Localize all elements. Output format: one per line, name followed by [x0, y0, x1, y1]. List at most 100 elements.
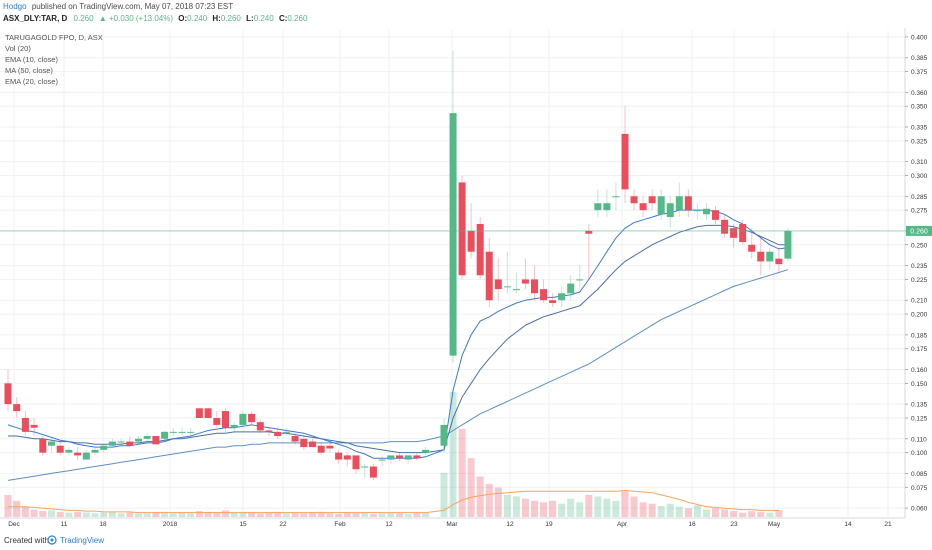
volume-bar — [512, 496, 520, 517]
x-tick-label: 2018 — [163, 521, 178, 528]
y-tick-label: 0.085 — [911, 471, 928, 478]
candle — [178, 427, 186, 437]
volume-bar — [458, 428, 466, 517]
candle — [712, 205, 719, 224]
change-value: +0.030 (+13.04%) — [109, 14, 173, 23]
volume-bar — [369, 514, 377, 517]
y-tick-label: 0.250 — [911, 242, 928, 249]
legend-ema10: EMA (10, close) — [5, 55, 58, 64]
candle — [309, 438, 316, 448]
candle — [56, 441, 64, 456]
candle — [91, 447, 99, 456]
y-tick-label: 0.210 — [911, 298, 928, 305]
candle — [4, 369, 12, 412]
volume-bar — [721, 509, 729, 517]
volume-bar — [675, 506, 683, 517]
x-tick-label: Mar — [446, 521, 458, 528]
y-tick-label: 0.335 — [911, 125, 928, 132]
volume-bar — [300, 513, 308, 517]
x-tick-label: 11 — [61, 521, 68, 528]
candle — [222, 408, 229, 432]
volume-bar — [739, 512, 747, 517]
volume-bar — [666, 503, 674, 517]
volume-bar — [248, 512, 256, 517]
volume-bar — [730, 511, 738, 517]
last-value: 0.260 — [74, 14, 95, 23]
volume-bar — [621, 491, 629, 517]
candle — [612, 182, 620, 211]
y-tick-label: 0.100 — [911, 450, 928, 457]
volume-bar — [352, 513, 360, 517]
candle — [440, 418, 448, 453]
candle — [775, 247, 783, 273]
candle — [540, 279, 548, 303]
candle — [21, 411, 29, 437]
y-tick-label: 0.385 — [911, 55, 928, 62]
time-axis[interactable]: Dec 11 18 2018 15 22 Feb 12 Mar 12 19 Apr 16 23 May 14 2… — [8, 521, 892, 528]
y-tick-label: 0.285 — [911, 194, 928, 201]
volume-bar — [585, 494, 593, 517]
y-tick-label: 0.225 — [911, 277, 928, 284]
legend-volume: Vol (20) — [5, 44, 31, 53]
candle — [521, 258, 529, 290]
volume-bar — [549, 500, 557, 517]
chart-legend: TARUGAGOLD FPO, D, ASX Vol (20) EMA (10,… — [5, 33, 103, 86]
price-axis[interactable]: 0.060 0.075 0.085 0.100 0.110 0.125 0.135 0.150… — [905, 34, 928, 513]
candle — [585, 224, 593, 280]
volume-bar — [195, 511, 203, 517]
y-tick-label: 0.310 — [911, 159, 928, 166]
volume-bar — [612, 500, 620, 517]
volume-bar — [413, 513, 421, 517]
close-label: C: — [279, 14, 287, 23]
x-tick-label: Apr — [617, 521, 628, 528]
candle — [187, 427, 195, 437]
ma50-line — [7, 269, 789, 481]
volume-bar — [48, 510, 55, 517]
volume-bar — [30, 509, 38, 517]
candle — [648, 189, 656, 211]
volume-bar — [503, 494, 511, 517]
candle — [784, 228, 792, 262]
volume-bar — [422, 512, 430, 517]
tradingview-brand[interactable]: TradingView — [60, 536, 104, 545]
candle — [766, 247, 774, 270]
y-tick-label: 0.110 — [911, 436, 927, 443]
volume-bar — [648, 503, 656, 517]
open-label: O: — [178, 14, 187, 23]
volume-bar — [100, 512, 108, 517]
candle — [48, 438, 55, 453]
candle — [576, 265, 584, 290]
x-tick-label: Feb — [334, 521, 346, 528]
candle — [449, 50, 457, 363]
candle — [702, 203, 710, 220]
volume-bar — [274, 511, 282, 517]
x-tick-label: Dec — [8, 521, 20, 528]
candle — [503, 251, 511, 294]
volume-bar — [748, 511, 756, 517]
candle — [108, 438, 116, 448]
volume-bar — [558, 503, 566, 517]
up-arrow-icon: ▲ — [99, 14, 107, 23]
volume-bar — [684, 508, 692, 517]
candle — [621, 106, 629, 204]
volume-bar — [775, 510, 783, 517]
author-link[interactable]: Hodgo — [3, 2, 27, 11]
volume-bar — [440, 472, 448, 517]
last-price-badge: 0.260 — [906, 225, 932, 236]
y-tick-label: 0.135 — [911, 402, 928, 409]
volume-bar — [576, 502, 584, 517]
volume-ma-line — [8, 489, 779, 514]
x-tick-label: 19 — [545, 521, 553, 528]
volume-bar — [712, 508, 719, 517]
candle — [684, 189, 692, 218]
volume-bar — [657, 505, 665, 517]
symbol-line: ASX_DLY:TAR, D 0.260 ▲ +0.030 (+13.04%) … — [3, 14, 308, 23]
candle — [195, 408, 203, 418]
volume-bar — [213, 512, 221, 517]
volume-bar — [693, 505, 701, 517]
high-value: 0.260 — [221, 14, 242, 23]
volume-bar — [378, 513, 386, 517]
volume-bar — [449, 392, 457, 517]
candle — [422, 447, 430, 456]
